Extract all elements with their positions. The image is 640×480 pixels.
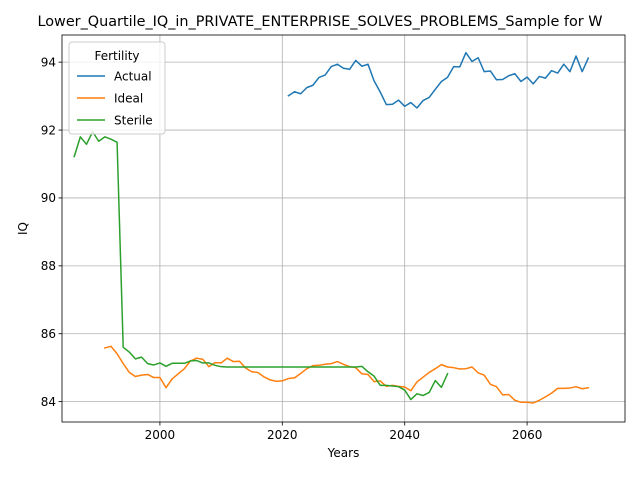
x-axis-label: Years xyxy=(327,446,360,460)
x-tick-label: 2020 xyxy=(267,428,298,442)
y-tick-label: 86 xyxy=(41,327,56,341)
tick-layer: 2000 2020 2040 2060 84 86 88 90 92 94 xyxy=(41,55,543,442)
y-axis-label: IQ xyxy=(16,222,30,235)
y-tick-label: 90 xyxy=(41,191,56,205)
x-tick-label: 2060 xyxy=(512,428,543,442)
x-tick-label: 2000 xyxy=(145,428,176,442)
x-tick-label: 2040 xyxy=(389,428,420,442)
series-line-actual xyxy=(287,51,590,109)
y-tick-label: 92 xyxy=(41,123,56,137)
chart-title: Lower_Quartile_IQ_in_PRIVATE_ENTERPRISE_… xyxy=(37,14,602,30)
legend-label-ideal: Ideal xyxy=(114,91,143,105)
legend-box xyxy=(68,41,166,135)
legend: Fertility Actual Ideal Sterile xyxy=(68,41,166,135)
series-line-sterile xyxy=(73,131,449,401)
y-tick-label: 88 xyxy=(41,259,56,273)
legend-title: Fertility xyxy=(94,49,139,63)
legend-label-actual: Actual xyxy=(114,69,152,83)
series-layer xyxy=(73,51,590,404)
y-tick-label: 94 xyxy=(41,55,56,69)
plot-frame xyxy=(61,34,626,423)
legend-label-sterile: Sterile xyxy=(114,113,153,127)
series-line-ideal xyxy=(103,345,590,404)
y-tick-label: 84 xyxy=(41,395,56,409)
